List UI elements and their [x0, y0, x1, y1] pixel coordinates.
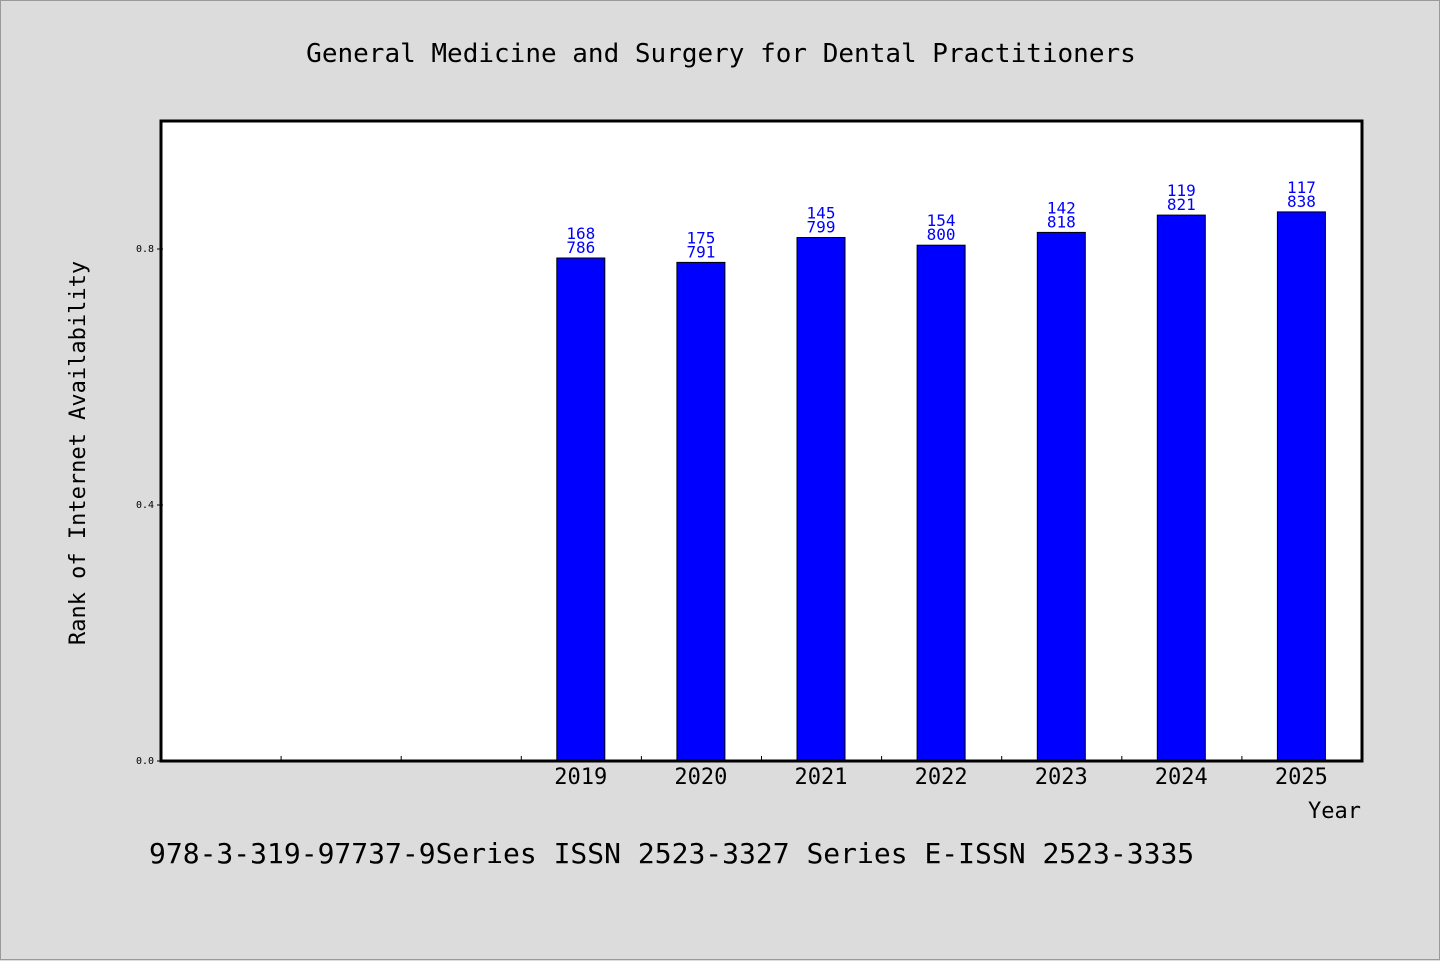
y-axis: 0.0 0.4 0.8 [136, 244, 163, 767]
y-tick-label: 0.8 [136, 244, 154, 255]
x-tick-label-2023: 2023 [1035, 765, 1088, 790]
y-axis-title: Rank of Internet Availability [66, 261, 91, 645]
bar-label-bottom-2020: 791 [686, 242, 715, 261]
bar-2020 [676, 261, 726, 762]
bar-label-top-2022: 154 [927, 211, 956, 230]
bars-group [556, 211, 1326, 762]
bar-2025 [1276, 211, 1326, 762]
bar-label-bottom-2025: 838 [1287, 192, 1316, 211]
x-tick-label-2020: 2020 [674, 765, 727, 790]
bar-2024 [1156, 214, 1206, 762]
bar-label-top-2024: 119 [1167, 181, 1196, 200]
x-axis-title: Year [1308, 799, 1361, 824]
x-tick-label-2021: 2021 [795, 765, 848, 790]
bar-label-bottom-2019: 786 [566, 238, 595, 257]
chart-title: General Medicine and Surgery for Dental … [306, 39, 1136, 69]
bar-2021 [796, 237, 846, 762]
bar-label-top-2020: 175 [686, 228, 715, 247]
y-tick-label: 0.4 [136, 500, 154, 511]
bar-2022 [916, 244, 966, 762]
x-tick-label-2025: 2025 [1275, 765, 1328, 790]
bar-label-top-2023: 142 [1047, 198, 1076, 217]
x-tick-label-2022: 2022 [915, 765, 968, 790]
bar-label-top-2019: 168 [566, 224, 595, 243]
bar-label-bottom-2022: 800 [927, 225, 956, 244]
bar-label-bottom-2023: 818 [1047, 212, 1076, 231]
bar-2023 [1036, 231, 1086, 762]
bar-label-top-2021: 145 [807, 204, 836, 223]
footer-isbn-text: 978-3-319-97737-9Series ISSN 2523-3327 S… [149, 837, 1194, 870]
bar-label-bottom-2024: 821 [1167, 195, 1196, 214]
bar-2019 [556, 257, 606, 762]
bar-label-bottom-2021: 799 [807, 218, 836, 237]
y-tick-label: 0.0 [136, 756, 154, 767]
x-axis: 2019 2020 2021 2022 2023 2024 2025 [280, 756, 1328, 790]
x-tick-label-2019: 2019 [554, 765, 607, 790]
bar-label-top-2025: 117 [1287, 178, 1316, 197]
x-tick-label-2024: 2024 [1155, 765, 1208, 790]
